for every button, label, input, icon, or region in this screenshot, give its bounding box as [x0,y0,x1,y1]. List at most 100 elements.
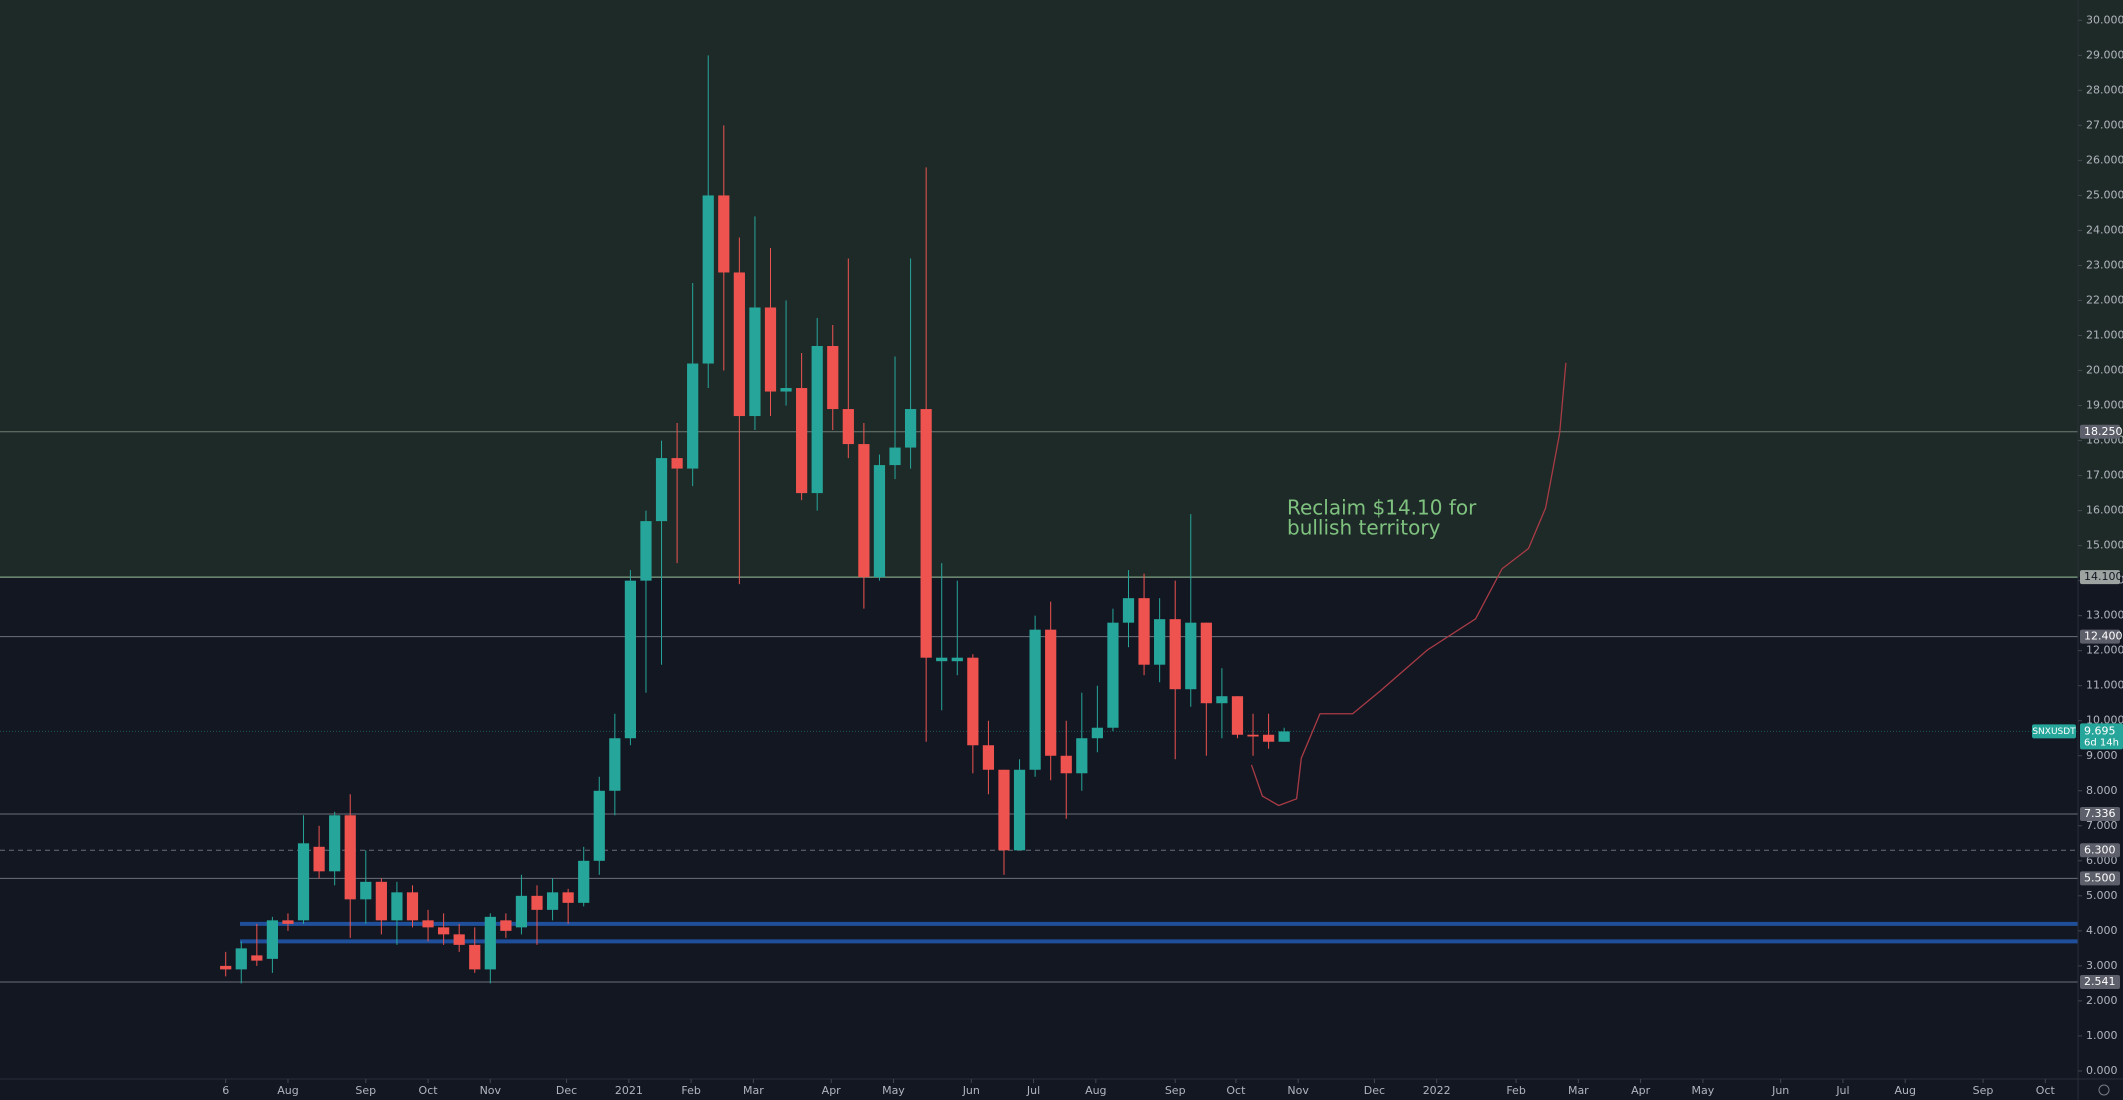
candle-body [1138,598,1150,665]
x-tick-label: Jun [1771,1084,1789,1097]
x-tick-label: Jun [962,1084,980,1097]
level-label: 14.100 [2084,570,2123,583]
y-tick-label: 7.000 [2086,819,2118,832]
level-label: 5.500 [2084,871,2116,884]
candle-body [671,458,683,469]
level-label-box [2080,629,2120,644]
candle-body [873,465,886,578]
y-tick-label: 23.000 [2086,258,2123,271]
candle-body [453,934,465,945]
level-label: 2.541 [2084,975,2116,988]
y-tick-label: 21.000 [2086,329,2123,342]
x-tick-label: Dec [556,1084,577,1097]
last-price-label: 9.695 [2084,724,2116,737]
candle-body [687,363,699,469]
level-zone [0,0,2123,578]
y-tick-label: 0.000 [2086,1064,2118,1077]
y-tick-label: 8.000 [2086,784,2118,797]
candle-body [562,892,574,903]
candle-body [578,860,590,903]
y-tick-label: 28.000 [2086,83,2123,96]
y-tick-label: 29.000 [2086,48,2123,61]
x-tick-label: Apr [1631,1084,1651,1097]
candle-body [282,920,294,924]
candle-body [827,346,839,410]
candle-body [749,307,761,417]
candle-body [1154,619,1166,665]
last-price-box [2080,723,2123,750]
candle-body [733,272,745,417]
x-tick-label: Aug [277,1084,298,1097]
y-tick-label: 17.000 [2086,469,2123,482]
x-tick-label: Mar [1568,1084,1589,1097]
x-tick-label: Aug [1085,1084,1106,1097]
level-label-box [2080,424,2120,439]
candle-body [889,447,901,466]
y-tick-label: 9.000 [2086,749,2118,762]
x-tick-label: 2021 [615,1084,643,1097]
x-tick-label: 2022 [1423,1084,1451,1097]
candle-body [1185,622,1197,690]
candle-body [904,409,917,448]
y-tick-label: 30.000 [2086,13,2123,26]
projection-line [1250,362,1567,807]
y-tick-label: 20.000 [2086,364,2123,377]
candle-body [1278,731,1290,742]
level-label-box [2080,807,2120,822]
x-tick-label: Sep [1973,1084,1994,1097]
candle-body [967,657,979,746]
candle-body [858,444,870,578]
level-label-box [2080,570,2120,585]
candle-body [220,965,232,970]
level-label: 18.250 [2084,425,2123,438]
y-tick-label: 1.000 [2086,1029,2118,1042]
candle-body [375,881,387,921]
candle-body [297,843,310,921]
y-tick-label: 5.000 [2086,889,2118,902]
x-tick-label: Sep [1165,1084,1186,1097]
candle-body [982,745,995,770]
symbol-label: SNXUSDT [2032,727,2076,737]
candle-body [251,955,263,961]
y-tick-label: 26.000 [2086,153,2123,166]
candle-body [655,458,668,522]
x-tick-label: Oct [2036,1084,2056,1097]
settings-icon[interactable] [2098,1084,2110,1096]
y-tick-label: 16.000 [2086,504,2123,517]
x-tick-label: Feb [681,1084,700,1097]
candle-body [329,815,341,872]
candle-body [1091,727,1103,739]
level-label: 12.400 [2084,630,2123,643]
candle-body [266,920,279,959]
x-tick-label: Oct [419,1084,439,1097]
y-tick-label: 24.000 [2086,223,2123,236]
candle-body [920,409,932,658]
candle-body [796,388,808,494]
x-tick-label: Nov [1287,1084,1309,1097]
candle-body [1262,734,1275,742]
candle-body [1200,622,1212,704]
candle-body [1076,738,1088,774]
candle-body [406,892,419,921]
candle-body [998,769,1010,851]
candle-body [1107,622,1119,728]
candle-body [702,195,714,364]
candle-body [1216,696,1228,704]
symbol-box [2032,724,2076,739]
x-tick-label: May [882,1084,905,1097]
candle-body [344,815,356,900]
candle-body [1231,696,1244,735]
x-tick-label: Apr [822,1084,842,1097]
y-tick-label: 13.000 [2086,609,2123,622]
level-label-box [2080,843,2120,858]
candle-body [469,944,481,970]
x-tick-label: Mar [743,1084,764,1097]
candle-body [484,916,496,970]
countdown-label: 6d 14h [2084,737,2119,748]
candle-body [1247,734,1259,737]
x-tick-label: Nov [480,1084,502,1097]
candle-body [593,790,605,861]
